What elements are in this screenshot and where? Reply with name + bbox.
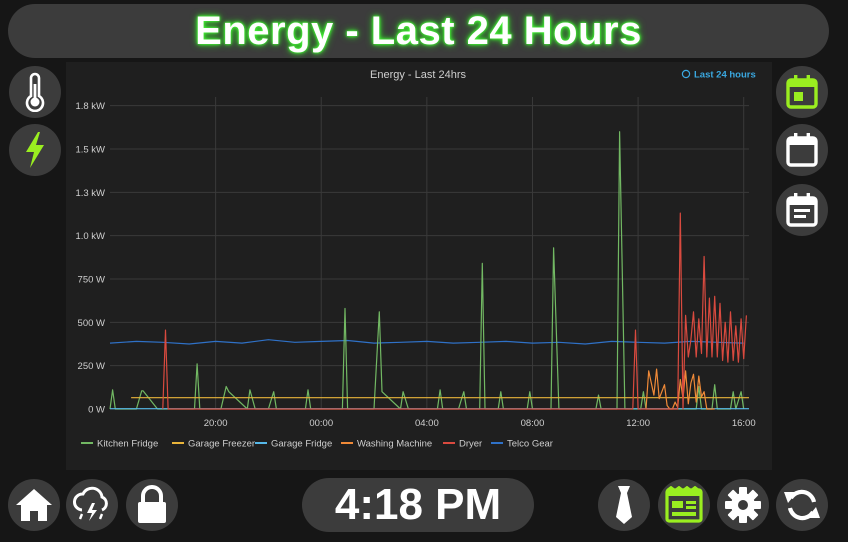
settings-button[interactable] [717,479,769,531]
legend-label: Dryer [459,439,482,450]
legend-item[interactable]: Kitchen Fridge [81,439,158,450]
legend-label: Telco Gear [507,439,553,450]
title-bar: Energy - Last 24 Hours [8,4,829,58]
x-tick-label: 20:00 [204,418,228,429]
energy-chart: Energy - Last 24hrs Last 24 hours 0 W 250… [75,69,756,450]
calendar-today-icon [786,75,818,109]
legend-item[interactable]: Garage Fridge [255,439,332,450]
thermometer-icon [25,72,45,112]
series-line [162,212,747,410]
weather-lightning-rainy-icon [73,486,108,521]
calendar-text-button[interactable] [776,184,828,236]
range-button[interactable]: Last 24 hours [681,69,756,81]
view-dashboard-icon [665,486,703,523]
y-tick-label: 0 W [88,405,105,416]
series-line [109,339,744,345]
x-tick-label: 16:00 [732,418,756,429]
nav-energy-button[interactable] [9,124,61,176]
y-tick-label: 500 W [78,318,105,329]
y-tick-label: 750 W [78,275,105,286]
x-tick-label: 04:00 [415,418,439,429]
y-tick-label: 1.3 kW [75,188,105,199]
y-tick-label: 1.5 kW [75,145,105,156]
series-line [645,368,715,410]
legend-label: Garage Fridge [271,439,332,450]
gear-icon [725,487,761,523]
x-tick-label: 00:00 [309,418,333,429]
clock-display: 4:18 PM [302,478,534,532]
calendar-blank-icon [786,133,818,167]
clock-time: 4:18 PM [334,480,502,529]
lightning-bolt-icon [26,132,44,168]
legend-item[interactable]: Telco Gear [491,439,553,450]
x-tick-label: 08:00 [521,418,545,429]
calendar-blank-button[interactable] [776,124,828,176]
lock-button[interactable] [126,479,178,531]
y-tick-label: 250 W [78,361,105,372]
y-tick-label: 1.0 kW [75,231,105,242]
home-icon [16,489,52,521]
legend-item[interactable]: Washing Machine [341,439,432,450]
legend-item[interactable]: Dryer [443,439,482,450]
chart-title: Energy - Last 24hrs [370,69,466,81]
dashboard-button[interactable] [658,479,710,531]
energy-chart-panel: Energy - Last 24hrs Last 24 hours 0 W 250… [66,62,772,470]
tie-icon [616,486,632,524]
refresh-button[interactable] [776,479,828,531]
lock-icon [138,485,166,523]
legend-label: Garage Freezer [188,439,255,450]
legend-label: Washing Machine [357,439,432,450]
calendar-text-icon [786,193,818,227]
refresh-icon [784,489,820,521]
range-button-label: Last 24 hours [694,70,756,81]
page-title: Energy - Last 24 Hours [195,8,642,53]
legend-label: Kitchen Fridge [97,439,158,450]
x-tick-label: 12:00 [626,418,650,429]
y-tick-label: 1.8 kW [75,101,105,112]
home-button[interactable] [8,479,60,531]
weather-button[interactable] [66,479,118,531]
calendar-today-button[interactable] [776,66,828,118]
legend-item[interactable]: Garage Freezer [172,439,255,450]
nav-temperature-button[interactable] [9,66,61,118]
tie-button[interactable] [598,479,650,531]
clock-icon [681,69,691,79]
